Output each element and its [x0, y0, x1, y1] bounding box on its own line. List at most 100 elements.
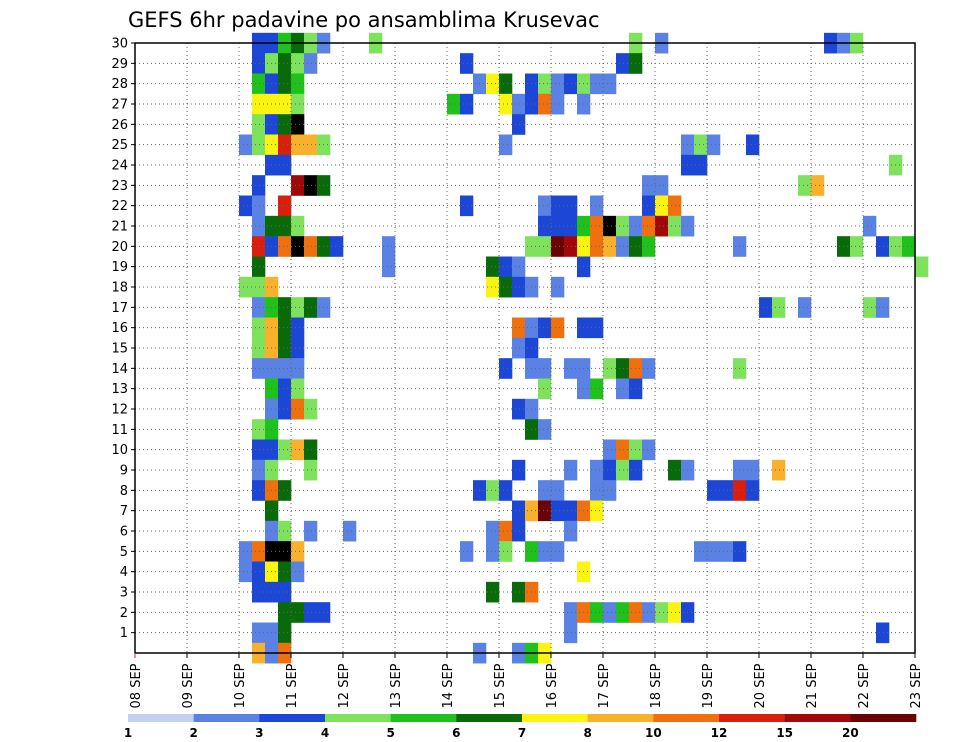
heatmap-cell: [486, 480, 500, 501]
legend-swatch: [850, 714, 917, 722]
heatmap-cell: [512, 520, 526, 542]
y-tick-label: 3: [120, 586, 128, 601]
heatmap-cell: [590, 236, 604, 257]
heatmap-cell: [564, 358, 578, 379]
heatmap-cell: [655, 215, 669, 237]
x-tick-label: 17 SEP: [597, 663, 612, 708]
x-tick-label: 12 SEP: [337, 663, 352, 708]
heatmap-cell: [512, 276, 526, 298]
heatmap-cell: [291, 398, 305, 420]
y-tick-label: 16: [111, 321, 128, 336]
heatmap-cell: [278, 480, 292, 501]
heatmap-cell: [590, 73, 604, 95]
heatmap-cell: [876, 297, 890, 318]
heatmap-cell: [278, 73, 292, 95]
y-tick-label: 6: [120, 525, 128, 540]
y-tick-label: 22: [111, 199, 128, 214]
heatmap-cell: [291, 541, 305, 562]
heatmap-cell: [291, 53, 305, 74]
y-tick-label: 26: [111, 118, 128, 133]
y-tick-label: 1: [120, 626, 128, 641]
heatmap-cell: [590, 459, 604, 481]
heatmap-cell: [876, 236, 890, 257]
heatmap-cell: [460, 93, 474, 115]
y-tick-label: 29: [111, 57, 128, 72]
legend-label: 2: [189, 726, 197, 740]
heatmap-cell: [278, 520, 292, 542]
heatmap-cell: [551, 500, 565, 522]
heatmap-cell: [304, 53, 318, 74]
y-tick-label: 4: [120, 565, 128, 580]
heatmap-cell: [252, 541, 266, 562]
heatmap-cell: [616, 236, 630, 257]
y-tick-label: 28: [111, 77, 128, 92]
heatmap-cell: [486, 581, 500, 603]
heatmap-cell: [291, 114, 305, 135]
heatmap-cell: [499, 520, 513, 542]
heatmap-cell: [512, 114, 526, 135]
y-tick-label: 5: [120, 545, 128, 560]
heatmap-cell: [252, 439, 266, 461]
heatmap-cell: [538, 317, 552, 339]
heatmap-cell: [512, 500, 526, 522]
y-tick-label: 14: [111, 362, 128, 377]
heatmap-cell: [616, 53, 630, 74]
legend-label: 3: [255, 726, 263, 740]
heatmap-cell: [499, 276, 513, 298]
y-tick-label: 23: [111, 179, 128, 194]
heatmap-cell: [252, 236, 266, 257]
heatmap-cell: [486, 276, 500, 298]
heatmap-cell: [304, 236, 318, 257]
x-tick-label: 22 SEP: [857, 663, 872, 708]
heatmap-cell: [239, 541, 253, 562]
heatmap-cell: [720, 480, 734, 501]
y-tick-label: 17: [111, 301, 128, 316]
heatmap-cell: [499, 541, 513, 562]
heatmap-cell: [642, 358, 656, 379]
heatmap-cell: [252, 297, 266, 318]
heatmap-cell: [564, 459, 578, 481]
heatmap-cell: [252, 622, 266, 644]
heatmap-cell: [616, 602, 630, 623]
heatmap-cell: [564, 195, 578, 217]
heatmap-cell: [291, 317, 305, 339]
x-tick-label: 15 SEP: [493, 663, 508, 708]
chart-title: GEFS 6hr padavine po ansamblima Krusevac: [128, 8, 600, 32]
legend-swatch: [653, 714, 720, 722]
y-tick-label: 21: [111, 220, 128, 235]
heatmap-cell: [772, 459, 786, 481]
heatmap-cell: [252, 175, 266, 196]
heatmap-cell: [252, 459, 266, 481]
heatmap-cell: [382, 256, 396, 278]
heatmap-cell: [876, 622, 890, 644]
heatmap-cell: [252, 134, 266, 156]
legend-label: 7: [518, 726, 526, 740]
heatmap-cell: [512, 93, 526, 115]
heatmap-cell: [564, 500, 578, 522]
heatmap-cell: [278, 93, 292, 115]
heatmap-cell: [538, 236, 552, 257]
heatmap-cell: [291, 561, 305, 583]
y-tick-label: 24: [111, 159, 128, 174]
heatmap-cell: [694, 154, 708, 176]
heatmap-cell: [278, 622, 292, 644]
heatmap-cell: [499, 358, 513, 379]
heatmap-cell: [252, 114, 266, 135]
legend-swatch: [456, 714, 523, 722]
heatmap-cell: [460, 541, 474, 562]
heatmap-cell: [616, 439, 630, 461]
heatmap-cell: [590, 317, 604, 339]
legend-swatch: [193, 714, 260, 722]
heatmap-cell: [603, 459, 617, 481]
heatmap-cell: [252, 358, 266, 379]
y-tick-label: 15: [111, 342, 128, 357]
legend-label: 5: [386, 726, 394, 740]
heatmap-cell: [642, 602, 656, 623]
heatmap-cell: [252, 419, 266, 440]
heatmap-cell: [330, 236, 344, 257]
heatmap-cell: [707, 134, 721, 156]
heatmap-cell: [291, 358, 305, 379]
heatmap-cell: [603, 73, 617, 95]
heatmap-cell: [564, 73, 578, 95]
heatmap-cell: [252, 561, 266, 583]
